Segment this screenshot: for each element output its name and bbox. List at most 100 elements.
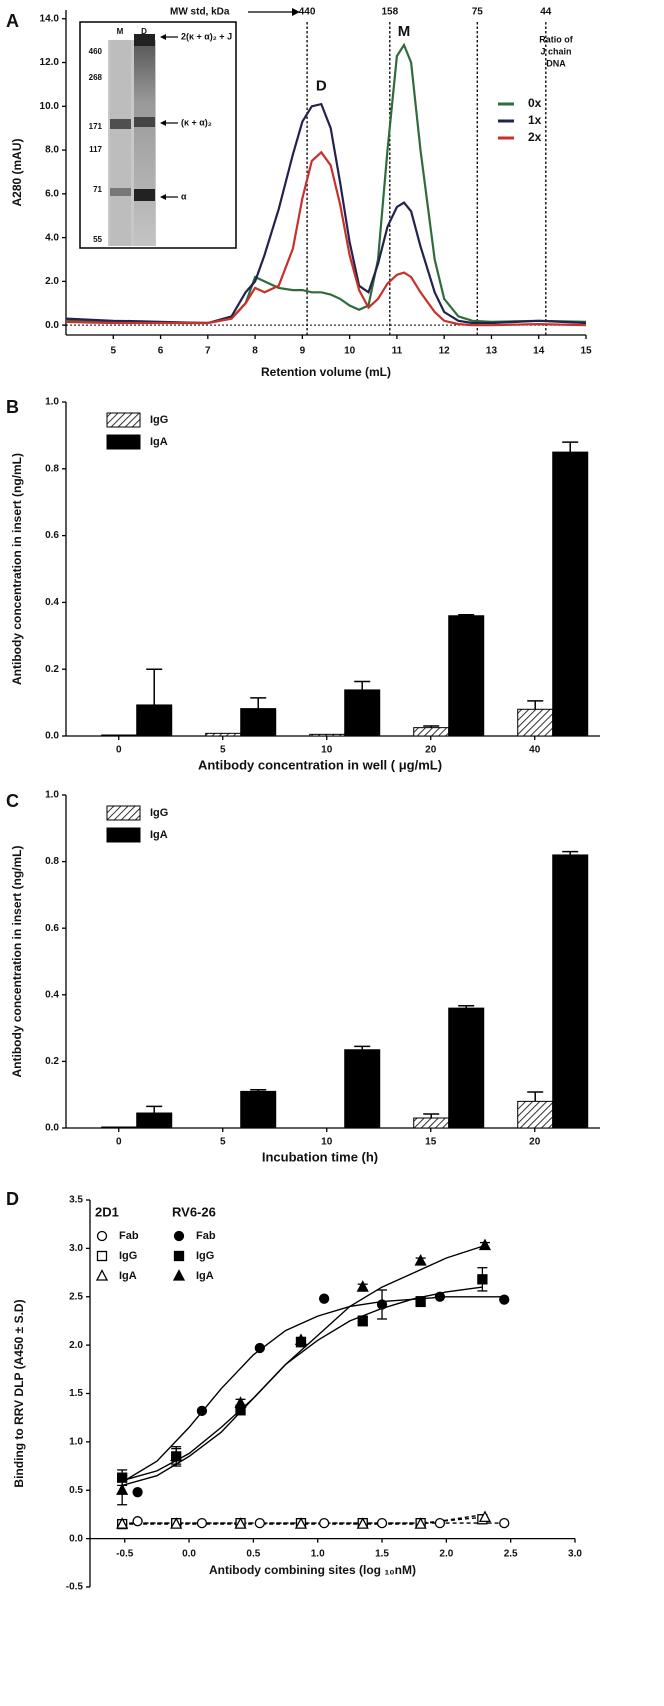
legend-swatch [106, 827, 141, 843]
x-tick-label: 12 [439, 346, 451, 357]
lane-label: M [117, 27, 124, 36]
x-tick-label: 0.0 [182, 1548, 196, 1559]
y-tick-label: 0.5 [69, 1485, 83, 1496]
point [254, 1342, 265, 1354]
point [356, 1280, 369, 1292]
point [415, 1296, 426, 1307]
y-axis-title: A280 (mAU) [10, 138, 24, 206]
gel-lane [134, 40, 155, 246]
point [499, 1517, 510, 1529]
point [499, 1294, 510, 1305]
point [234, 1517, 247, 1529]
x-tick-label: 20 [529, 1137, 541, 1148]
peak-label: M [398, 23, 411, 40]
legend-group-title: RV6-26 [172, 1204, 216, 1219]
point [196, 1405, 208, 1417]
mw-ladder-label: 171 [89, 122, 103, 131]
legend-marker [96, 1230, 108, 1242]
y-tick-label: 0.6 [45, 923, 59, 934]
x-tick-label: 40 [529, 745, 541, 756]
point [434, 1291, 446, 1302]
legend-swatch [106, 805, 141, 821]
x-tick-label: 15 [580, 346, 592, 357]
gel-lane [110, 40, 131, 246]
point [132, 1487, 143, 1498]
x-tick-label: 10 [321, 745, 333, 756]
point [477, 1274, 488, 1285]
point [234, 1396, 247, 1408]
bar [240, 1090, 277, 1129]
legend-marker [173, 1230, 185, 1242]
bar [517, 1100, 554, 1129]
point [376, 1299, 388, 1310]
fit-curve [124, 1296, 505, 1482]
y-tick-label: 6.0 [45, 188, 59, 199]
x-tick-label: 2.0 [439, 1548, 453, 1559]
y-tick-label: 14.0 [40, 13, 60, 24]
band-arrow-head [160, 34, 166, 40]
x-tick-label: 5 [110, 346, 116, 357]
panel-label: C [6, 791, 19, 811]
y-tick-label: 8.0 [45, 145, 59, 156]
point [116, 1483, 129, 1495]
legend-label: Fab [196, 1230, 216, 1242]
gel-band [110, 188, 131, 196]
y-tick-label: 2.0 [69, 1340, 83, 1351]
bar [205, 732, 242, 737]
x-tick-label: 20 [425, 745, 437, 756]
mw-marker-label: 158 [381, 7, 398, 18]
band-label: (κ + α)₂ [181, 117, 212, 127]
x-tick-label: 13 [486, 346, 498, 357]
x-tick-label: 8 [252, 346, 258, 357]
y-tick-label: 0.4 [45, 989, 59, 1000]
fit-curve [122, 1244, 486, 1487]
x-tick-label: 0 [116, 745, 122, 756]
panel-label: B [6, 397, 19, 417]
point [356, 1517, 369, 1529]
legend-label: IgA [150, 829, 168, 841]
legend-label: IgA [196, 1270, 214, 1282]
x-tick-label: 6 [158, 346, 164, 357]
legend-group-title: 2D1 [95, 1204, 119, 1219]
x-tick-label: 10 [321, 1137, 333, 1148]
y-tick-label: 1.0 [45, 397, 59, 408]
y-tick-label: 0.8 [45, 463, 59, 474]
y-axis-title: Antibody concentration in insert (ng/mL) [10, 846, 24, 1078]
arrow-head [292, 8, 300, 16]
point [414, 1517, 427, 1529]
point [294, 1517, 308, 1529]
point [478, 1238, 492, 1251]
y-tick-label: 10.0 [40, 101, 60, 112]
bar [101, 734, 138, 737]
point [170, 1449, 183, 1462]
point [434, 1517, 446, 1529]
legend-label: IgG [119, 1250, 137, 1262]
legend-label: 0x [528, 96, 542, 110]
legend-title: J chain [540, 46, 571, 56]
point [318, 1293, 330, 1304]
bar [240, 708, 277, 737]
y-axis-title: Antibody concentration in insert (ng/mL) [10, 453, 24, 685]
mw-marker-label: 75 [472, 7, 484, 18]
y-tick-label: 4.0 [45, 232, 59, 243]
legend-label: IgA [119, 1270, 137, 1282]
bar [136, 704, 173, 737]
point [254, 1517, 265, 1529]
x-tick-label: 7 [205, 346, 211, 357]
gel-band [134, 117, 155, 127]
legend-title: Ratio of [539, 34, 573, 44]
x-tick-label: -0.5 [116, 1548, 134, 1559]
series-line [65, 150, 587, 327]
x-axis-title: Incubation time (h) [262, 1149, 378, 1164]
bar [413, 1117, 450, 1129]
mw-ladder-label: 460 [89, 47, 103, 56]
x-tick-label: 14 [533, 346, 545, 357]
gel-band [134, 189, 155, 201]
legend-swatch [106, 412, 141, 428]
y-tick-label: 0.0 [69, 1533, 83, 1544]
bar [344, 689, 381, 737]
y-tick-label: 3.0 [69, 1243, 83, 1254]
x-tick-label: 1.0 [311, 1548, 325, 1559]
bar [309, 733, 346, 737]
gel-inset [79, 21, 237, 249]
